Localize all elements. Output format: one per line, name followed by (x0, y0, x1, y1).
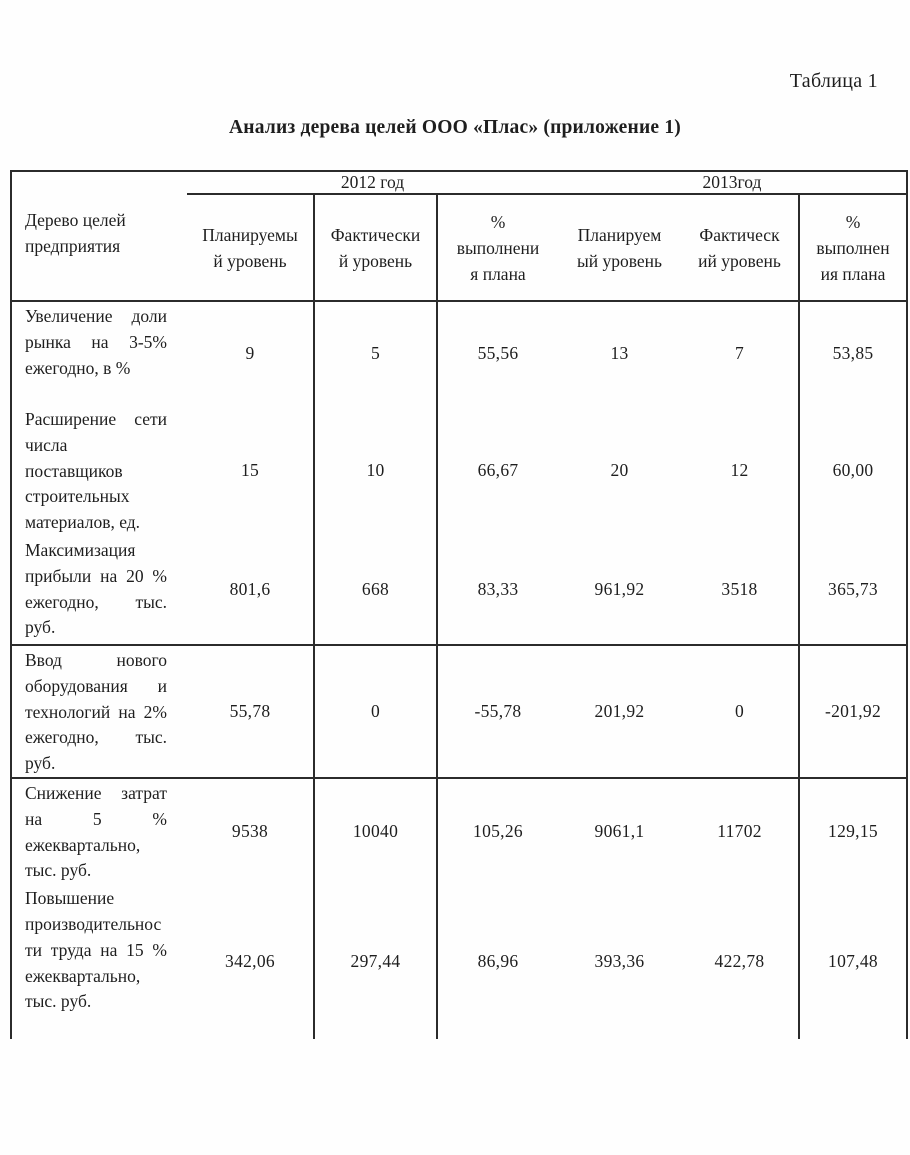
column-header-actual-2012: Фактический уровень (313, 194, 437, 301)
value-cell: 107,48 (798, 884, 908, 1040)
value-cell: 201,92 (558, 644, 681, 779)
value-cell: 0 (313, 644, 437, 779)
value-cell: 801,6 (187, 535, 314, 646)
year-header-row: Дерево целей предприятия 2012 год 2013го… (10, 170, 908, 301)
column-header-planned-2012: Планируемый уровень (202, 224, 298, 271)
goal-cell: Снижение затрат на 5 % ежеквартально, ты… (10, 777, 187, 885)
value-cell: 20 (610, 459, 629, 480)
value-cell: 86,96 (436, 884, 558, 1040)
value-cell: 668 (313, 535, 437, 646)
value-cell: 961,92 (558, 535, 681, 646)
column-header-percent-2012: % выполнения плана (436, 194, 558, 301)
value-cell: 5 (313, 300, 437, 405)
value-cell: 11702 (717, 821, 762, 842)
value-cell: 342,06 (225, 951, 275, 972)
value-cell: 15 (240, 459, 260, 480)
goals-analysis-table: Дерево целей предприятия 2012 год 2013го… (10, 170, 908, 1040)
value-cell: 55,56 (436, 300, 558, 405)
column-header-row: Планируемый уровень Фактический уровень … (11, 194, 908, 301)
value-cell: 105,26 (436, 777, 558, 885)
value-cell: 12 (730, 459, 749, 480)
value-cell: 422,78 (714, 951, 765, 972)
table-row: Снижение затрат на 5 % ежеквартально, ты… (10, 777, 908, 885)
column-header-percent-2013: % выполнения плана (798, 194, 908, 301)
table-row: Расширение сети числа поставщиков строит… (10, 405, 908, 536)
value-cell: 9061,1 (594, 821, 645, 842)
year-header-2013: 2013год (558, 170, 908, 195)
value-cell: 10040 (313, 777, 437, 885)
value-cell: 129,15 (798, 777, 908, 885)
goal-cell: Повышение производительности труда на 15… (10, 884, 187, 1040)
document-title: Анализ дерева целей ООО «Плас» (приложен… (229, 117, 681, 138)
goal-cell: Увеличение доли рынка на 3-5% ежегодно, … (10, 300, 187, 405)
value-cell: 55,78 (187, 644, 314, 779)
column-header-planned-2013: Планируемый уровень (576, 224, 663, 271)
value-cell: 9 (187, 300, 314, 405)
value-cell: 393,36 (594, 951, 645, 972)
value-cell: 3518 (681, 535, 799, 646)
value-cell: 13 (558, 300, 681, 405)
value-cell: 10 (313, 405, 437, 536)
value-cell: 83,33 (436, 535, 558, 646)
value-cell: -201,92 (798, 644, 908, 779)
value-cell: 9538 (231, 821, 269, 842)
value-cell: 7 (681, 300, 799, 405)
goal-cell: Максимизация прибыли на 20 % ежегодно, т… (10, 535, 187, 646)
table-row: Максимизация прибыли на 20 % ежегодно, т… (10, 535, 908, 646)
table-row: Увеличение доли рынка на 3-5% ежегодно, … (10, 300, 908, 405)
goal-cell: Расширение сети числа поставщиков строит… (10, 405, 187, 536)
value-cell: 53,85 (798, 300, 908, 405)
goal-cell: Ввод нового оборудования и технологий на… (10, 644, 187, 779)
column-header-actual-2013: Фактический уровень (698, 224, 781, 271)
value-cell: 66,67 (436, 405, 558, 536)
year-header-2012: 2012 год (187, 170, 558, 195)
table-row: Повышение производительности труда на 15… (10, 884, 908, 1040)
value-cell: 297,44 (313, 884, 437, 1040)
corner-header-cell: Дерево целей предприятия (10, 170, 187, 301)
table-row: Ввод нового оборудования и технологий на… (10, 644, 908, 779)
value-cell: 365,73 (798, 535, 908, 646)
value-cell: -55,78 (436, 644, 558, 779)
table-caption-number: Таблица 1 (789, 70, 878, 92)
value-cell: 0 (681, 644, 799, 779)
value-cell: 60,00 (798, 405, 908, 536)
